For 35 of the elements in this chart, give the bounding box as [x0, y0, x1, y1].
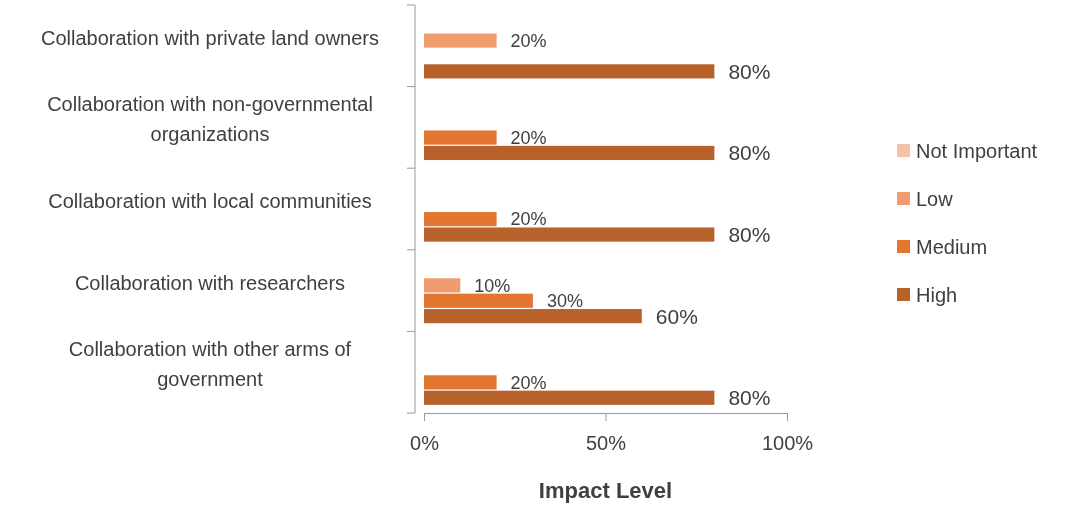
- x-tick-label: 50%: [585, 432, 627, 454]
- data-label: 10%: [474, 275, 511, 296]
- y-tick-label: Collaboration with non-governmental organizations: [47, 93, 373, 146]
- bar: [424, 145, 715, 161]
- bar: [424, 130, 497, 145]
- y-tick-label: Collaboration with researchers: [74, 271, 346, 294]
- data-label: 80%: [728, 222, 771, 246]
- y-tick-label: Collaboration with other arms of government: [68, 338, 352, 391]
- y-tick-label: Collaboration with local communities: [48, 190, 372, 212]
- data-label: 20%: [510, 127, 547, 148]
- legend-label: Low: [916, 188, 954, 210]
- data-label: 30%: [546, 291, 583, 312]
- bar: [424, 293, 533, 308]
- legend-label: Medium: [916, 236, 988, 258]
- bar: [424, 278, 461, 293]
- bar: [424, 309, 642, 324]
- data-label: 80%: [728, 386, 771, 410]
- bar: [424, 390, 715, 405]
- data-label: 80%: [728, 141, 771, 165]
- x-axis-title: Impact Level: [538, 478, 673, 503]
- data-label: 20%: [510, 209, 547, 230]
- legend-label: Not Important: [916, 140, 1038, 162]
- data-label: 20%: [510, 372, 547, 393]
- y-tick-label: Collaboration with private land owners: [41, 26, 379, 49]
- bar: [424, 375, 497, 390]
- x-tick-label: 100%: [761, 432, 814, 454]
- bar: [424, 212, 497, 227]
- bar: [424, 64, 715, 79]
- bar: [424, 33, 497, 48]
- bar: [424, 227, 715, 242]
- legend-label: High: [916, 284, 958, 306]
- data-label: 20%: [510, 30, 547, 51]
- x-tick-label: 0%: [410, 432, 440, 454]
- data-label: 60%: [655, 304, 698, 328]
- data-label: 80%: [728, 59, 771, 83]
